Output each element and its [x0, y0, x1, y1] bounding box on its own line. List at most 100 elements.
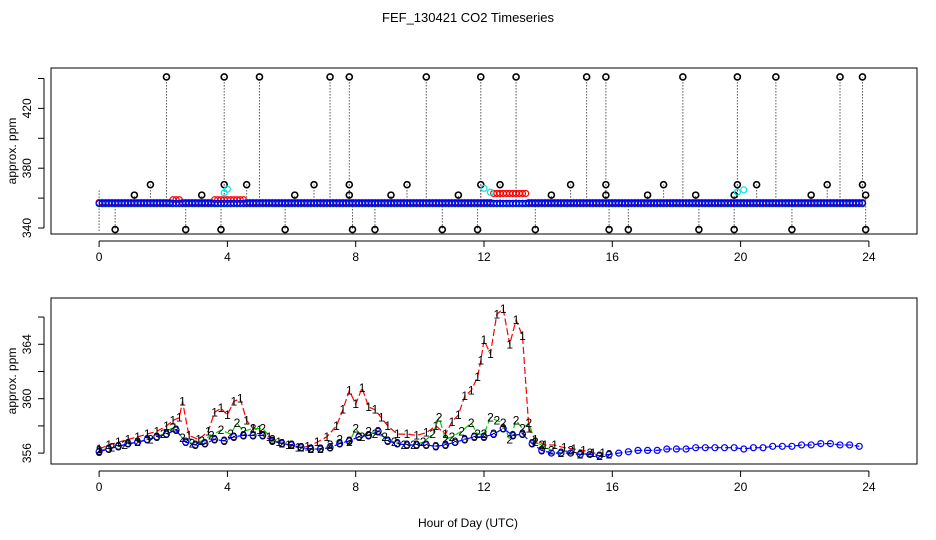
series-2-marker: 2 [381, 430, 388, 444]
series-2-marker: 2 [526, 416, 533, 430]
series-1-marker: 1 [295, 441, 302, 455]
series-2-marker: 2 [288, 438, 295, 452]
x-tick-label: 8 [352, 250, 359, 264]
series-1-marker: 1 [186, 428, 193, 442]
series-3-circle [807, 441, 815, 449]
series-3-marker: 3 [259, 428, 266, 442]
series-2-marker: 2 [160, 427, 167, 441]
series-1-marker: 1 [449, 415, 456, 429]
spike-point [345, 191, 354, 199]
series-1-marker: 1 [487, 347, 494, 361]
series-3-circle [201, 439, 209, 448]
series-1-marker: 1 [542, 438, 549, 452]
series-2-marker: 2 [606, 447, 613, 461]
spike-point [403, 180, 411, 189]
series-2-marker: 2 [352, 422, 359, 436]
series-1-marker: 1 [513, 313, 520, 327]
series-2-marker: 2 [538, 438, 545, 452]
series-1-marker: 1 [285, 438, 292, 452]
series-3-marker: 3 [202, 437, 209, 451]
series-1-marker: 1 [474, 370, 481, 384]
series-3-marker: 3 [154, 430, 161, 444]
series-2-marker: 2 [429, 427, 436, 441]
cyan-point [740, 186, 748, 194]
series-1-marker: 1 [526, 422, 533, 436]
series-2-marker: 2 [410, 438, 417, 452]
x-tick-label: 16 [606, 250, 620, 264]
series-3-circle [682, 445, 690, 453]
series-3-marker: 3 [433, 439, 440, 453]
series-2-marker: 2 [587, 446, 594, 460]
spike-point [861, 191, 870, 199]
series-2-marker: 2 [372, 427, 379, 441]
spike-point [858, 73, 867, 81]
series-2-marker: 2 [487, 411, 494, 425]
series-2-marker: 2 [109, 441, 116, 455]
series-3-circle [701, 444, 709, 452]
series-3-circle [210, 435, 219, 444]
series-3-circle [374, 427, 382, 435]
series-3-circle [730, 444, 738, 452]
series-3-circle [105, 445, 113, 453]
cyan-point [486, 188, 495, 196]
y-tick-label: 364 [20, 334, 34, 354]
series-1-marker: 1 [352, 397, 359, 411]
cyan-point [733, 188, 741, 196]
series-3-circle [528, 439, 536, 448]
series-3-circle [162, 430, 171, 438]
spike-point [602, 191, 610, 199]
series-3-circle [336, 439, 344, 448]
series-1-marker: 1 [205, 424, 212, 438]
series-3-circle [586, 450, 594, 459]
series-1-marker: 1 [599, 446, 606, 460]
spike-point [345, 180, 354, 189]
series-2-marker: 2 [317, 442, 324, 456]
series-1-point [522, 189, 530, 198]
y-tick-label: 380 [20, 158, 34, 178]
spike-point [566, 180, 575, 189]
series-3-circle [345, 437, 353, 445]
series-3-marker: 3 [250, 428, 257, 442]
series-2-marker: 2 [567, 443, 574, 457]
x-tick-label: 24 [862, 480, 876, 494]
series-3-marker: 3 [125, 437, 132, 451]
panel-2-frame [50, 297, 918, 465]
series-3-marker: 3 [461, 433, 468, 447]
series-3-marker: 3 [105, 442, 112, 456]
series-2-marker: 2 [121, 438, 128, 452]
spike-point [242, 180, 251, 189]
series-1-marker: 1 [590, 446, 597, 460]
spike-point [181, 225, 190, 234]
series-1-marker: 1 [125, 433, 132, 447]
series-1-marker: 1 [163, 419, 170, 433]
series-2-marker: 2 [269, 433, 276, 447]
spike-point [788, 225, 796, 234]
series-2-marker: 2 [532, 435, 539, 449]
series-1-marker: 1 [551, 438, 558, 452]
series-1-marker: 1 [580, 443, 587, 457]
series-2-marker: 2 [208, 428, 215, 442]
panel-2-ylabel: approx. ppm [5, 348, 19, 415]
series-3-circle [788, 442, 796, 450]
series-3-circle [769, 442, 777, 450]
series-3-marker: 3 [336, 437, 343, 451]
series-3-circle [643, 446, 652, 454]
series-3-marker: 3 [375, 424, 382, 438]
series-1-marker: 1 [570, 442, 577, 456]
series-3-circle [817, 439, 825, 448]
series-1-marker: 1 [481, 333, 488, 347]
spike-point [547, 191, 556, 199]
series-2-marker: 2 [298, 441, 305, 455]
series-3-circle [278, 439, 286, 448]
series-1-point [518, 189, 527, 198]
series-1-marker: 1 [134, 430, 141, 444]
series-3-circle [634, 446, 642, 454]
series-3-circle [509, 431, 517, 440]
series-3-marker: 3 [442, 438, 449, 452]
series-1-marker: 1 [275, 435, 282, 449]
series-2-marker: 2 [259, 422, 266, 436]
series-3-circle [134, 438, 142, 446]
